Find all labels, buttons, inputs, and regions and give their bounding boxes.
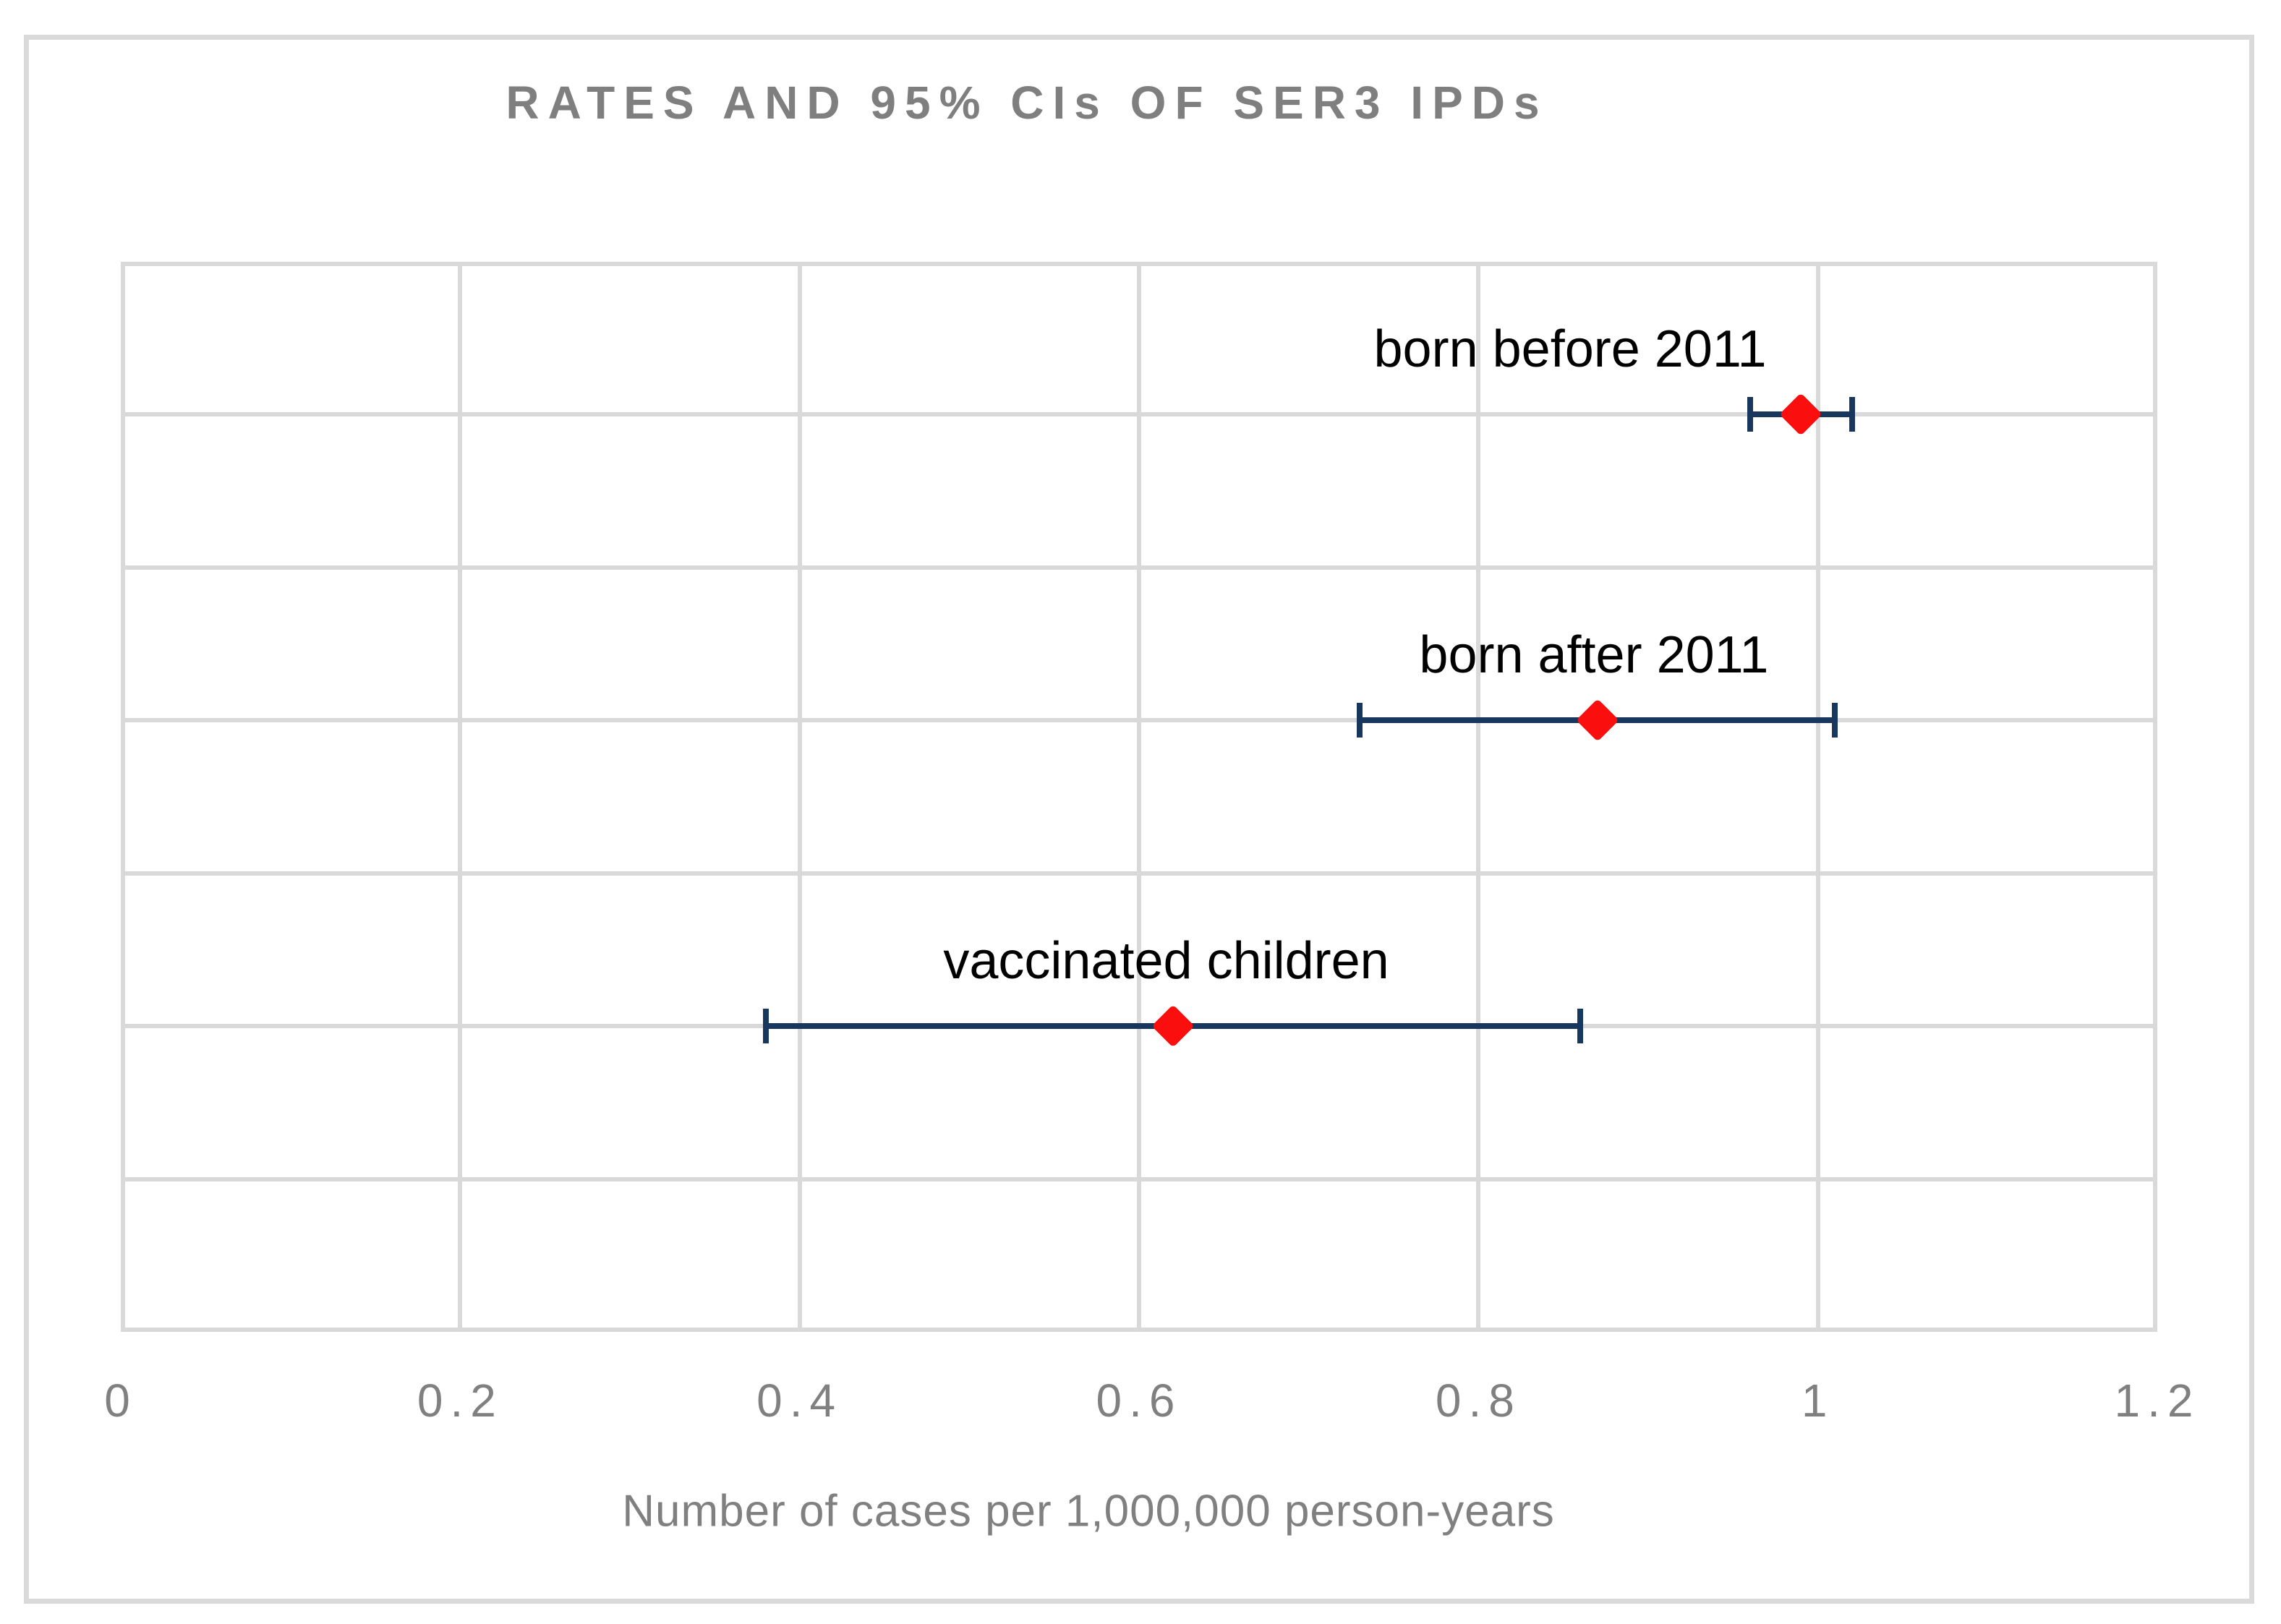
v-gridline: [1815, 262, 1820, 1332]
x-tick-label: 0: [104, 1375, 137, 1427]
h-gridline: [121, 565, 2157, 570]
v-gridline: [1476, 262, 1481, 1332]
data-point-label: born after 2011: [1419, 626, 1769, 685]
x-tick-label: 1: [1801, 1375, 1835, 1427]
v-gridline: [797, 262, 802, 1332]
error-bar-cap-left: [1357, 703, 1363, 738]
error-bar-cap-left: [762, 1009, 769, 1044]
x-tick-label: 1.2: [2114, 1375, 2201, 1427]
error-bar-cap-right: [1832, 703, 1838, 738]
x-axis-title: Number of cases per 1,000,000 person-yea…: [622, 1486, 1555, 1537]
h-gridline: [121, 1176, 2157, 1181]
v-gridline: [458, 262, 463, 1332]
error-bar-cap-left: [1747, 397, 1753, 432]
h-gridline: [121, 718, 2157, 723]
x-tick-label: 0.6: [1096, 1375, 1182, 1427]
h-gridline: [121, 412, 2157, 417]
x-tick-label: 0.8: [1435, 1375, 1522, 1427]
error-bar-cap-right: [1577, 1009, 1584, 1044]
x-tick-label: 0.2: [417, 1375, 503, 1427]
v-gridline: [1137, 262, 1141, 1332]
x-tick-label: 0.4: [756, 1375, 843, 1427]
error-bar-cap-right: [1849, 397, 1855, 432]
h-gridline: [121, 871, 2157, 876]
chart-title: RATES AND 95% CIs OF SER3 IPDs: [506, 77, 1548, 129]
data-point-label: born before 2011: [1373, 320, 1767, 379]
data-point-label: vaccinated children: [943, 932, 1389, 991]
